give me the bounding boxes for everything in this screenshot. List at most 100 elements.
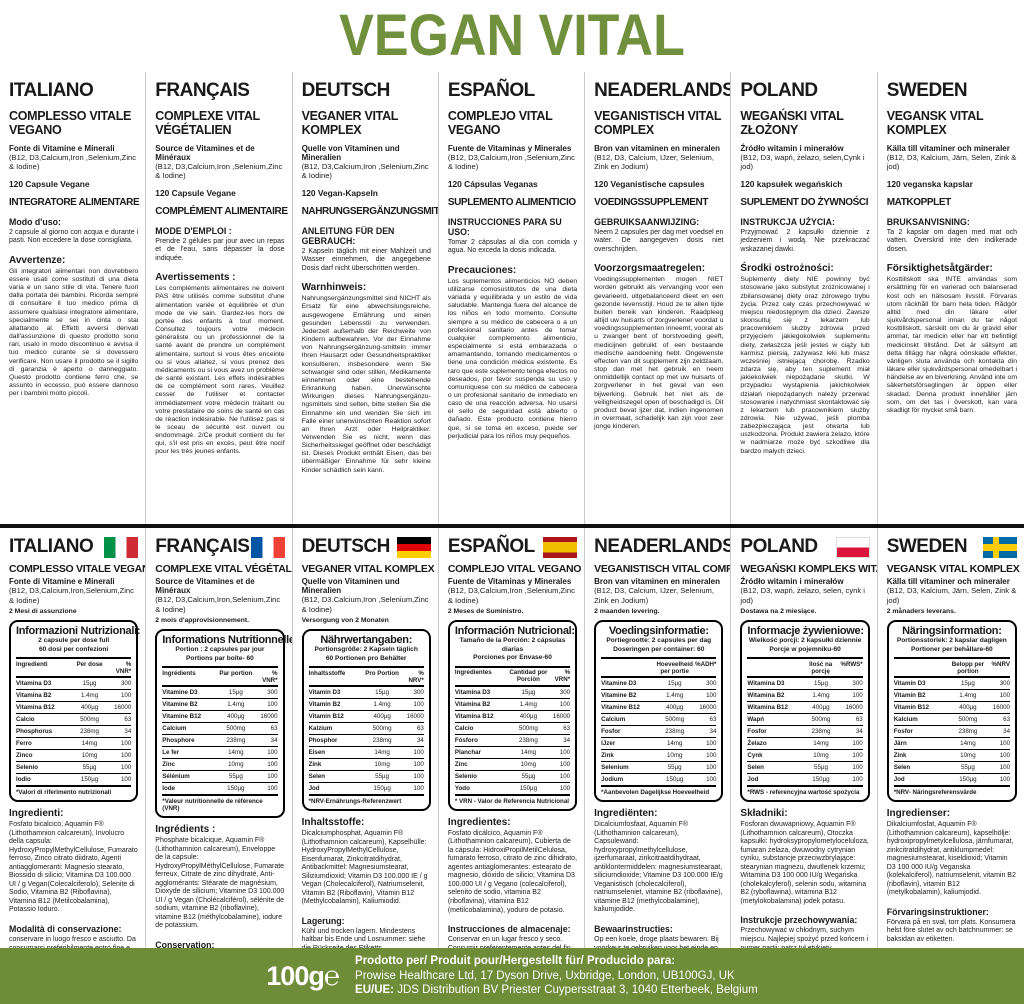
vitamin-source-label: Bron van vitaminen en mineralen (594, 143, 720, 153)
nutrition-table-header: Ingredientes Cantidad por Porción % VRN* (454, 665, 571, 687)
nutrition-row: Le fer 14mg 100 (162, 747, 278, 760)
language-header-row: ITALIANO (9, 536, 139, 558)
usage-title: Modo d'uso: (9, 216, 61, 227)
usage-text: Ta 2 kapslar om dagen med mat och vatten… (886, 228, 1017, 253)
nutrition-cell: 100 (120, 764, 132, 772)
nutrition-cell: 300 (267, 689, 278, 697)
nutrition-row: Vitamin D3 15µg 300 (893, 678, 1010, 691)
supply-duration: 2 maanden levering. (594, 608, 660, 616)
composition-list: (B12, D3,Calcium,Iron ,Selenium,Zinc & I… (447, 152, 575, 172)
nutrition-row: Iode 150µg 100 (162, 783, 278, 797)
language-header-row: FRANÇAIS (155, 536, 285, 558)
nutrition-cell: Jod (308, 785, 320, 793)
storage-text: Przechowywać w chłodnym, suchym miejscu.… (740, 927, 869, 948)
nutrition-cell: Phosphore (162, 737, 195, 745)
warning-title: Avertissements : (155, 272, 236, 284)
nutrition-cell: 150µg (959, 776, 977, 784)
eu-distributor-line: EU/UE: JDS Distribution BV Priester Cuyp… (355, 983, 758, 998)
composition-list: (B12, D3,Calcium,Iron ,Selenium,Zinc & I… (155, 161, 283, 181)
nutrition-table: Voedingsinformatie: Portiegrootte: 2 cap… (594, 620, 724, 803)
servings-per-container-line: Portioner per behållare-60 (910, 645, 993, 653)
nutrition-cell: IJzer (601, 740, 616, 748)
nutrition-cell: Vitamin B12 (308, 713, 344, 721)
header-nrv: %ADH* (695, 660, 717, 668)
nutrition-cell: 55µg (667, 764, 682, 772)
manufacturer-line: Prowise Healthcare Ltd, 17 Dyson Drive, … (355, 969, 735, 982)
top-language-column: POLAND WEGAŃSKI VITAL ZŁOŻONY Źródło wit… (731, 72, 878, 524)
language-title: POLAND (740, 80, 818, 101)
nutrition-row: Żelazo 14mg 100 (747, 738, 863, 751)
nutrition-cell: 63 (124, 716, 132, 724)
warning-text: Les compléments alimentaires ne doivent … (155, 285, 285, 456)
nutrition-cell: 100 (559, 700, 571, 708)
servings-per-container-line: Portions par boîte- 60 (186, 654, 254, 662)
header-amount: Belopp per portion (951, 660, 985, 675)
nutrition-row: Eisen 14mg 100 (308, 747, 424, 760)
header-ingredient (894, 661, 948, 675)
nutrition-cell: Selen (308, 773, 326, 781)
vitamin-source-label: Źródło witamin i minerałów (740, 143, 844, 153)
storage-title: Lagerung: (301, 915, 345, 926)
net-weight: 100g℮ (266, 960, 340, 991)
nutrition-cell: Vitamina D3 (16, 680, 52, 688)
capsule-count: 120 Cápsulas Veganas (447, 178, 538, 189)
vitamin-source-label: Source de Vitamines et de Minéraux (155, 577, 255, 596)
bottom-language-column: NEADERLANDS VEGANISTISCH VITAL COMPLEX B… (585, 528, 732, 948)
composition-list: (B12, D3,Calcium,Iron ,Selenium,Zinc & I… (9, 152, 137, 172)
language-title: DEUTSCH (301, 80, 391, 101)
nutrition-cell: 238mg (226, 737, 246, 745)
product-type-label: INTEGRATORE ALIMENTARE (9, 196, 140, 208)
nutrition-table-header: Belopp per portion %NRV (893, 657, 1010, 679)
nutrition-rows: Vitamine D3 15µg 300 Vitamine B2 1.4mg 100 Vit… (601, 678, 717, 788)
nutrition-cell: Vitamine D3 (601, 680, 637, 688)
product-name: VEGANER VITAL KOMPLEX (301, 109, 399, 138)
product-type-label: NAHRUNGSERGÄNZUNGSMITTEL (301, 205, 439, 217)
serving-size-line: Portion : 2 capsules par jour (175, 646, 265, 654)
composition-list: (B12, D3,Calcium,Iron,Selenium,Zinc & Io… (155, 595, 281, 614)
nutrition-cell: 300 (852, 680, 863, 688)
nutrition-table-title: Información Nutricional: (454, 625, 575, 638)
nrv-footnote: *RWS - referencyjna wartość spożycia (747, 789, 860, 797)
nutrition-cell: Jodium (601, 776, 624, 784)
nutrition-cell: 100 (852, 740, 863, 748)
nutrition-cell: 100 (559, 784, 571, 792)
nutrition-cell: 34 (855, 728, 863, 736)
nutrition-cell: 1.4mg (519, 700, 537, 708)
nutrition-cell: Żelazo (747, 740, 767, 748)
nutrition-cell: Zink (893, 752, 907, 760)
storage-title: Instrucciones de almacenaje: (447, 924, 571, 935)
nutrition-cell: 15µg (521, 688, 536, 696)
supply-duration: 2 månaders leverans. (886, 608, 956, 616)
warning-text: Suplementy diety NIE powinny być stosowa… (740, 276, 870, 455)
nutrition-cell: 100 (999, 764, 1011, 772)
nutrition-row: Wapń 500mg 63 (747, 714, 863, 727)
nutrition-cell: 14mg (813, 740, 829, 748)
servings-per-container-line: Porcje w pojemniku-60 (769, 645, 841, 653)
nutrition-cell: 100 (852, 752, 863, 760)
ingredients-text: Fosfato bicalcico, Aquamin F® (Lithotham… (9, 821, 138, 914)
top-language-column: SWEDEN VEGANSK VITAL KOMPLEX Källa till … (878, 72, 1024, 524)
country-flag-icon (396, 536, 431, 558)
language-title: POLAND (740, 536, 818, 557)
nutrition-cell: Sélénium (162, 773, 190, 781)
nutrition-row: Vitamina B12 400µg 16000 (454, 711, 571, 723)
nutrition-cell: 500mg (372, 725, 392, 733)
nutrition-cell: Kalzium (308, 725, 333, 733)
serving-size-line: Portiegrootte: 2 capsules per dag (606, 637, 712, 645)
capsule-count: 120 Capsule Vegane (9, 178, 90, 189)
nutrition-row: Phosphore 238mg 34 (162, 735, 278, 748)
nutrition-row: Selen 55µg 100 (308, 771, 424, 784)
nutrition-cell: Calcium (162, 725, 187, 733)
nutrition-cell: 10mg (81, 752, 98, 760)
nutrition-row: Selen 55µg 100 (893, 762, 1011, 775)
nutrition-cell: 100 (120, 692, 132, 700)
header-ingredient: Inhaltsstoffe (308, 669, 346, 677)
nutrition-row: Vitamina D3 15µg 300 (16, 678, 132, 691)
header-amount: Par portion (219, 669, 253, 677)
nutrition-row: Vitamin B2 1.4mg 100 (893, 690, 1010, 703)
storage-text: conservare in luogo fresco e asciutto. D… (9, 936, 136, 948)
nutrition-cell: 15µg (667, 680, 682, 688)
nutrition-cell: 300 (413, 689, 424, 697)
header-amount: Hoeveelheid per portie (656, 660, 693, 675)
nutrition-row: Selenio 55µg 100 (16, 762, 132, 775)
